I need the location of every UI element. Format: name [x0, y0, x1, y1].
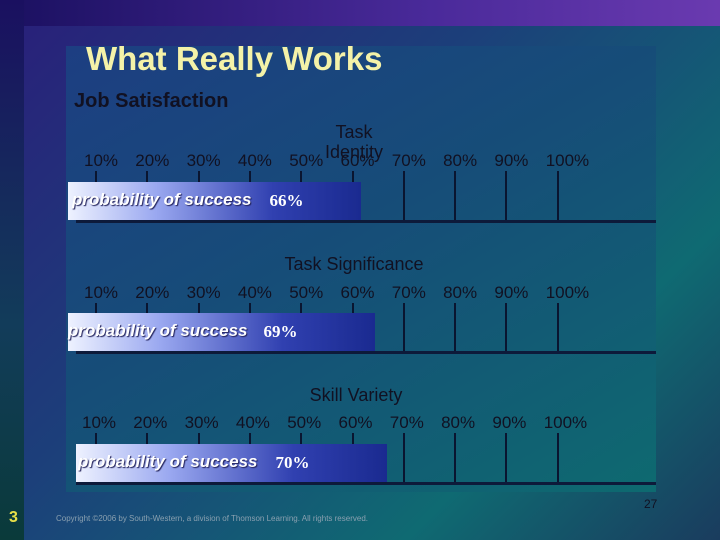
chart-3-value-label: 70% [275, 453, 310, 472]
chart-1-tick-label: 90% [494, 151, 529, 170]
content-panel [66, 46, 656, 492]
chart-1-grid-line [402, 171, 405, 220]
chart-2-tick-label: 40% [237, 283, 272, 302]
chart-1-tick-label: 20% [135, 151, 170, 170]
chart-2-category-label: probability of success [68, 321, 248, 340]
chart-3-tick-label: 100% [543, 413, 588, 432]
chart-2-grid-line [402, 303, 405, 351]
chart-1-tick-label: 10% [84, 151, 119, 170]
chart-3-tick-label: 80% [441, 413, 476, 432]
chart-3-category-label: probability of success [78, 452, 258, 471]
chart-2-tick-label: 60% [340, 283, 375, 302]
chart-2-tick-label: 80% [443, 283, 478, 302]
copyright-footer: Copyright ©2006 by South-Western, a divi… [56, 514, 368, 523]
chart-1-title: Task Identity [324, 122, 384, 162]
left-band [0, 0, 24, 540]
chart-2-tick-label: 20% [135, 283, 170, 302]
chart-3-tick-label: 70% [389, 413, 424, 432]
chart-2-divider [76, 351, 656, 354]
chart-1-tick-label: 80% [443, 151, 478, 170]
chart-3-tick-label: 40% [235, 413, 270, 432]
chart-3-tick-label: 60% [338, 413, 373, 432]
chart-2-tick-label: 10% [84, 283, 119, 302]
chart-3-tick-label: 30% [184, 413, 219, 432]
slide-subtitle: Job Satisfaction [74, 90, 229, 112]
chart-2-grid-line [454, 303, 457, 351]
chart-1-tick-label: 70% [391, 151, 426, 170]
chart-2-tick-label: 30% [186, 283, 221, 302]
slide-title: What Really Works [86, 40, 383, 77]
chart-3-tick-label: 20% [133, 413, 168, 432]
chart-1-tick-label: 40% [237, 151, 272, 170]
chart-1-category-label: probability of success [72, 190, 252, 209]
chart-2-tick-label: 50% [289, 283, 324, 302]
chart-3-grid-line [505, 433, 508, 482]
chart-1-tick-label: 100% [545, 151, 590, 170]
chart-2-tick-label: 70% [391, 283, 426, 302]
chart-3-grid-line [454, 433, 457, 482]
chart-3-tick-label: 50% [287, 413, 322, 432]
chart-3-divider [76, 482, 656, 485]
chart-1-value-label: 66% [269, 191, 304, 210]
chart-3-grid-line [556, 433, 559, 482]
chart-1-grid-line [454, 171, 457, 220]
page-number: 27 [644, 497, 658, 511]
chart-2-grid-line [505, 303, 508, 351]
chart-2-bar [68, 313, 375, 351]
chart-1-grid-line [556, 171, 559, 220]
slide-number: 3 [9, 509, 18, 526]
chart-1-divider [76, 220, 656, 223]
chart-1-grid-line [505, 171, 508, 220]
chart-2-tick-label: 100% [545, 283, 590, 302]
chart-2-value-label: 69% [263, 322, 298, 341]
chart-3-grid-line [402, 433, 405, 482]
chart-1-tick-label: 60% [340, 151, 375, 170]
chart-3-tick-label: 10% [82, 413, 117, 432]
top-band [0, 0, 720, 26]
chart-1-bar [68, 182, 361, 220]
chart-2-title: Task Significance [284, 254, 424, 274]
chart-3-title: Skill Variety [309, 385, 403, 405]
chart-3-bar [76, 444, 387, 482]
chart-1-tick-label: 30% [186, 151, 221, 170]
chart-2-tick-label: 90% [494, 283, 529, 302]
chart-2-grid-line [556, 303, 559, 351]
chart-3-tick-label: 90% [492, 413, 527, 432]
chart-1-tick-label: 50% [289, 151, 324, 170]
